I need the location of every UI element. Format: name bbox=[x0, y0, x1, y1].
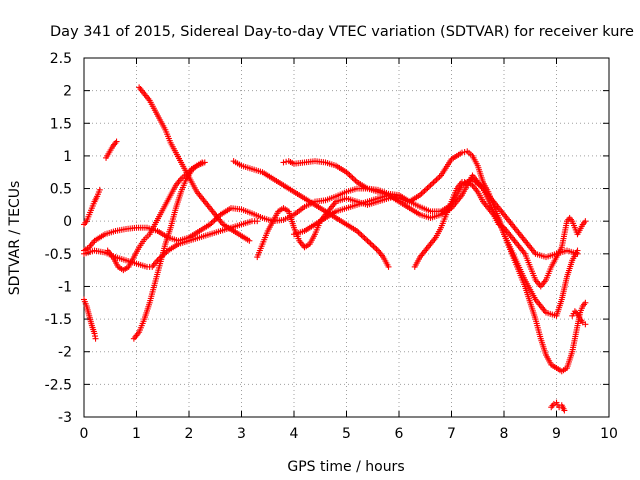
data-series bbox=[81, 186, 103, 228]
data-point bbox=[426, 183, 432, 190]
data-point bbox=[346, 172, 353, 179]
y-tick-label: -1 bbox=[58, 279, 72, 295]
data-point bbox=[96, 186, 103, 193]
data-point bbox=[436, 173, 443, 180]
data-point bbox=[363, 236, 369, 243]
data-point bbox=[349, 174, 356, 181]
x-tick-label: 9 bbox=[552, 426, 561, 442]
data-point bbox=[246, 237, 253, 244]
y-tick-label: 2.5 bbox=[50, 51, 72, 67]
data-point bbox=[92, 335, 99, 342]
x-tick-label: 3 bbox=[237, 426, 246, 442]
x-axis-label: GPS time / hours bbox=[287, 459, 404, 475]
data-point bbox=[370, 243, 377, 250]
data-point bbox=[433, 176, 440, 183]
data-point bbox=[574, 247, 581, 254]
data-series bbox=[548, 399, 568, 414]
x-tick-label: 6 bbox=[395, 426, 404, 442]
data-point bbox=[429, 180, 435, 187]
data-point bbox=[364, 237, 371, 244]
data-point bbox=[420, 189, 426, 196]
y-tick-label: -2 bbox=[58, 345, 72, 361]
y-axis-label: SDTVAR / TECUs bbox=[7, 181, 23, 296]
y-tick-label: 2 bbox=[63, 84, 72, 100]
data-point bbox=[361, 234, 368, 241]
data-point bbox=[582, 218, 589, 225]
data-series bbox=[103, 138, 120, 161]
data-point bbox=[254, 218, 261, 225]
data-series bbox=[136, 84, 253, 244]
data-point bbox=[372, 244, 378, 251]
data-point bbox=[573, 309, 580, 316]
x-tick-label: 1 bbox=[132, 426, 141, 442]
data-point bbox=[357, 230, 363, 237]
plot-frame bbox=[83, 57, 610, 418]
data-point bbox=[367, 240, 374, 247]
data-point bbox=[459, 149, 465, 156]
data-point bbox=[369, 241, 375, 248]
data-point bbox=[348, 173, 354, 180]
data-point bbox=[210, 218, 216, 225]
grid-lines bbox=[84, 58, 609, 417]
data-point bbox=[561, 407, 568, 414]
y-tick-label: -1.5 bbox=[45, 312, 72, 328]
y-tick-label: -2.5 bbox=[45, 377, 72, 393]
data-point bbox=[360, 233, 366, 240]
x-tick-label: 5 bbox=[342, 426, 351, 442]
data-point bbox=[366, 239, 372, 246]
data-point bbox=[373, 246, 380, 253]
data-series bbox=[81, 296, 99, 342]
data-point bbox=[385, 263, 392, 270]
data-point bbox=[430, 179, 437, 186]
x-tick-label: 7 bbox=[447, 426, 456, 442]
data-point bbox=[424, 185, 431, 192]
data-points bbox=[81, 84, 589, 414]
data-series bbox=[81, 175, 581, 261]
y-tick-label: 1.5 bbox=[50, 116, 72, 132]
data-point bbox=[280, 159, 287, 166]
data-point bbox=[432, 178, 438, 185]
y-tick-label: 0.5 bbox=[50, 182, 72, 198]
y-tick-label: -0.5 bbox=[45, 247, 72, 263]
y-tick-label: 1 bbox=[63, 149, 72, 165]
data-point bbox=[582, 321, 589, 328]
chart-title: Day 341 of 2015, Sidereal Day-to-day VTE… bbox=[50, 24, 634, 40]
y-tick-label: -3 bbox=[58, 410, 72, 426]
data-point bbox=[435, 175, 441, 182]
data-point bbox=[113, 138, 120, 145]
data-series bbox=[411, 179, 589, 290]
data-point bbox=[421, 187, 428, 194]
data-point bbox=[582, 299, 589, 306]
data-point bbox=[423, 186, 429, 193]
data-series bbox=[569, 308, 589, 328]
x-tick-label: 8 bbox=[500, 426, 509, 442]
x-tick-label: 2 bbox=[185, 426, 194, 442]
data-point bbox=[351, 176, 357, 183]
y-tick-label: 0 bbox=[63, 214, 72, 230]
data-point bbox=[461, 148, 468, 155]
data-series bbox=[291, 172, 581, 319]
data-series bbox=[280, 148, 589, 375]
axis-ticks: 0 1 2 3 4 5 6 7 8 9 10 -3 -2.5 -2 -1.5 -1 -0.5 0 0.5 1 1.5 2 2… bbox=[45, 51, 618, 442]
data-point bbox=[571, 308, 578, 315]
x-tick-label: 10 bbox=[600, 426, 618, 442]
data-point bbox=[427, 182, 434, 189]
x-tick-label: 0 bbox=[80, 426, 89, 442]
x-tick-label: 4 bbox=[290, 426, 299, 442]
data-point bbox=[358, 232, 365, 239]
data-point bbox=[199, 159, 206, 166]
data-point bbox=[550, 400, 557, 407]
